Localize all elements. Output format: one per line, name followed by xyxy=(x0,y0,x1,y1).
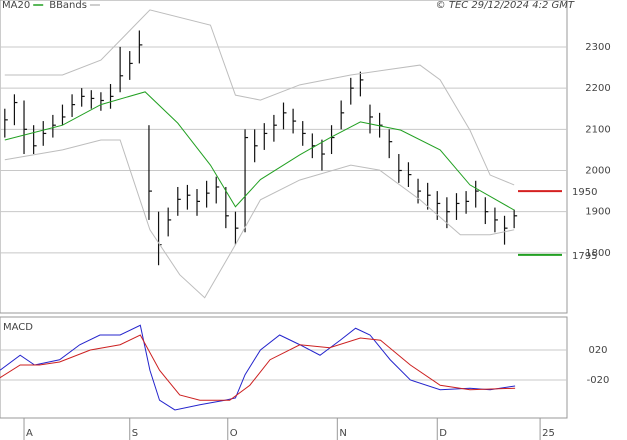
y-tick-label: -020 xyxy=(587,375,610,386)
level-label: 1795 xyxy=(572,251,597,262)
series-line xyxy=(4,139,515,299)
panel-title: MACD xyxy=(3,322,33,333)
y-tick-label: 2000 xyxy=(585,166,610,177)
legend-label: BBands xyxy=(49,0,87,11)
x-tick-label: 25 xyxy=(542,428,555,439)
x-tick-label: D xyxy=(439,428,447,439)
series-line xyxy=(4,9,515,186)
x-tick-label: O xyxy=(230,428,238,439)
x-tick-label: A xyxy=(26,428,33,439)
series-line xyxy=(4,91,515,211)
legend-label: MA20 xyxy=(2,0,30,11)
y-tick-label: 2300 xyxy=(585,42,610,53)
y-tick-label: 2100 xyxy=(585,124,610,135)
series-line xyxy=(0,334,516,401)
y-tick-label: 020 xyxy=(588,345,607,356)
annotation: © TEC 29/12/2024 4:2 GMT xyxy=(436,0,575,11)
y-tick-label: 1900 xyxy=(585,207,610,218)
series-line xyxy=(0,324,516,411)
price-frame xyxy=(0,0,568,314)
x-tick-label: N xyxy=(339,428,346,439)
y-tick-label: 1800 xyxy=(585,248,610,259)
macd-frame xyxy=(0,316,568,419)
x-tick-label: S xyxy=(132,428,138,439)
y-tick-label: 2200 xyxy=(585,83,610,94)
level-label: 1950 xyxy=(572,187,597,198)
